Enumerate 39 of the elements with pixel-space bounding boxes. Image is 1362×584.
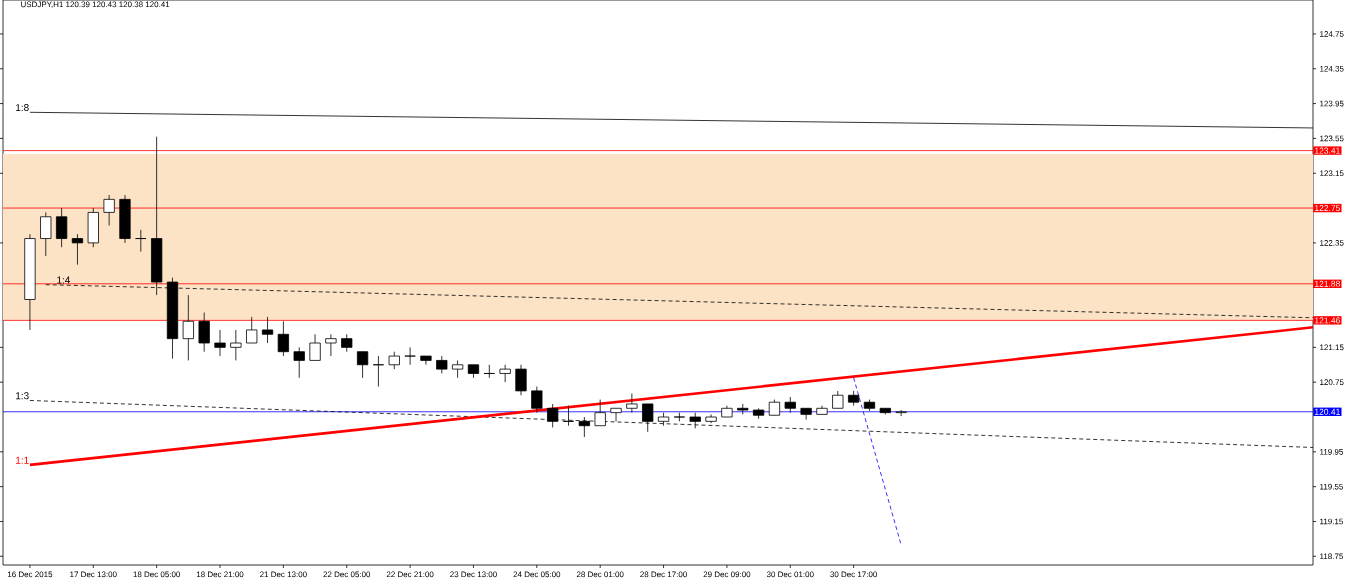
ref-line-label: 121.46 <box>1315 317 1340 324</box>
candlestick <box>261 316 274 344</box>
candlestick <box>277 320 290 357</box>
candlestick <box>71 233 84 266</box>
candlestick <box>610 407 622 422</box>
candlestick <box>547 403 559 428</box>
candlestick <box>135 229 147 252</box>
candlestick <box>404 346 416 366</box>
ref-line-label: 120.41 <box>1315 408 1340 415</box>
legend-label: 1:8 <box>16 104 29 112</box>
candlestick <box>325 333 337 357</box>
candlestick <box>103 194 115 226</box>
candlestick <box>483 364 495 379</box>
candlestick <box>800 407 812 421</box>
candlestick <box>420 355 432 366</box>
series-label: 1:1 <box>16 456 29 464</box>
candlestick <box>531 386 543 414</box>
candlestick <box>246 316 258 344</box>
candlestick <box>642 403 654 433</box>
candlestick <box>293 346 305 379</box>
candlestick <box>578 416 590 438</box>
series-label: 1:3 <box>16 392 29 400</box>
candlestick <box>515 364 527 396</box>
candlestick <box>40 212 52 257</box>
ref-line-label: 121.88 <box>1315 280 1340 287</box>
candlestick <box>182 294 194 361</box>
candlestick <box>230 329 242 361</box>
candlestick <box>499 364 511 383</box>
series-label: 1:4 <box>57 276 71 284</box>
candlestick <box>356 351 369 379</box>
ref-line-label: 122.75 <box>1315 205 1340 212</box>
candlestick <box>198 312 210 353</box>
candlestick <box>372 355 385 387</box>
candlestick <box>55 207 68 248</box>
candlestick <box>214 329 226 357</box>
candlestick <box>626 393 638 414</box>
ref-line-label: 123.41 <box>1315 147 1340 154</box>
candlestick <box>562 405 575 427</box>
candlestick <box>309 333 321 361</box>
